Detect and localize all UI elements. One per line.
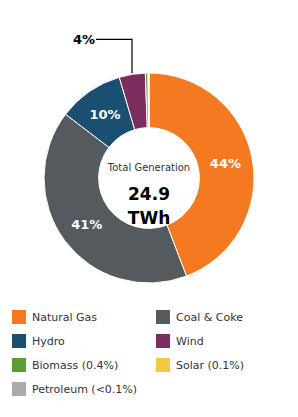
legend-label: Petroleum (<0.1%) — [32, 383, 137, 396]
center-text: Total Generation — [107, 162, 190, 173]
legend-label: Natural Gas — [32, 311, 97, 324]
annotation-line — [96, 39, 132, 73]
legend-swatch — [156, 358, 170, 372]
legend-swatch — [12, 358, 26, 372]
legend-item: Coal & Coke — [156, 310, 243, 324]
legend-item: Solar (0.1%) — [156, 358, 244, 372]
legend-swatch — [156, 334, 170, 348]
legend-label: Wind — [176, 335, 204, 348]
legend-item: Wind — [156, 334, 204, 348]
labels: 44% 41% 10% 4% Total Generation 24.9 TWh — [71, 32, 241, 232]
legend-item: Biomass (0.4%) — [12, 358, 118, 372]
slice — [148, 73, 149, 128]
slice — [148, 73, 150, 128]
legend-label: Solar (0.1%) — [176, 359, 244, 372]
legend-swatch — [12, 334, 26, 348]
legend-label: Coal & Coke — [176, 311, 243, 324]
legend-swatch — [156, 310, 170, 324]
data-label: 10% — [89, 106, 120, 121]
legend-label: Hydro — [32, 335, 65, 348]
legend-swatch — [12, 310, 26, 324]
legend-item: Natural Gas — [12, 310, 97, 324]
legend-swatch — [12, 382, 26, 396]
data-label: 4% — [73, 32, 95, 47]
data-label: 41% — [71, 217, 102, 232]
legend-label: Biomass (0.4%) — [32, 359, 118, 372]
data-label: 44% — [210, 156, 241, 171]
legend-item: Petroleum (<0.1%) — [12, 382, 137, 396]
center-text: 24.9 — [128, 184, 170, 204]
legend-item: Hydro — [12, 334, 65, 348]
donut — [44, 73, 254, 283]
slice — [119, 73, 147, 130]
center-text: TWh — [128, 208, 170, 228]
slice — [145, 73, 148, 128]
chart: 44% 41% 10% 4% Total Generation 24.9 TWh Natura… — [0, 0, 298, 417]
legend: Natural Gas Coal & Coke Hydro Wind Biomass (… — [12, 310, 244, 396]
